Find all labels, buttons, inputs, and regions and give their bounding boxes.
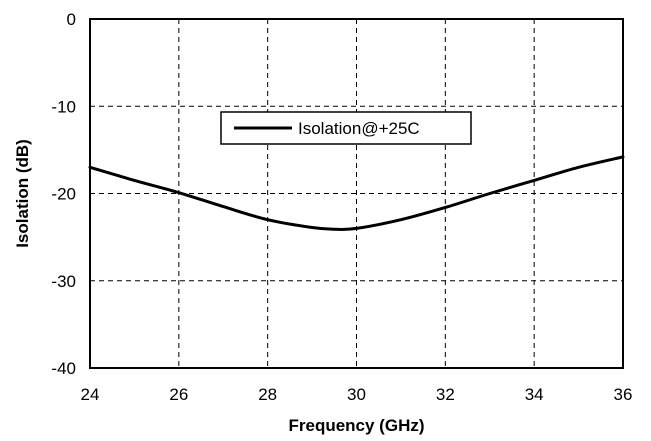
x-tick-label: 24 — [81, 385, 100, 404]
x-tick-label: 34 — [525, 385, 544, 404]
y-tick-label: -30 — [51, 272, 76, 291]
plot-frame — [89, 18, 624, 369]
x-tick-label: 30 — [347, 385, 366, 404]
y-tick-label: -10 — [51, 97, 76, 116]
y-axis-title: Isolation (dB) — [13, 139, 32, 248]
legend-label-isolation: Isolation@+25C — [298, 119, 420, 138]
y-tick-labels: 0 -10 -20 -30 -40 — [51, 10, 76, 378]
x-tick-label: 28 — [258, 385, 277, 404]
x-tick-label: 36 — [614, 385, 633, 404]
x-tick-label: 26 — [169, 385, 188, 404]
y-tick-label: -40 — [51, 359, 76, 378]
x-axis-title: Frequency (GHz) — [288, 416, 424, 435]
legend: Isolation@+25C — [220, 111, 472, 145]
x-tick-labels: 24 26 28 30 32 34 36 — [81, 385, 633, 404]
series-group — [88, 155, 625, 231]
x-tick-label: 32 — [436, 385, 455, 404]
y-tick-label: 0 — [67, 10, 76, 29]
series-line-0 — [88, 155, 625, 231]
grid-lines — [90, 19, 623, 368]
y-tick-label: -20 — [51, 185, 76, 204]
